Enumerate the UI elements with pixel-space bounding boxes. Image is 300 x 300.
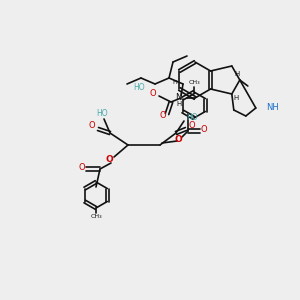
Text: O: O (79, 164, 85, 172)
Text: O: O (89, 122, 95, 130)
Text: O: O (201, 125, 207, 134)
Text: O: O (150, 88, 156, 98)
Text: HO: HO (186, 112, 198, 122)
Text: N: N (176, 92, 182, 101)
Text: O: O (160, 112, 166, 121)
Text: H: H (177, 101, 182, 107)
Text: HO: HO (96, 109, 108, 118)
Text: O: O (189, 122, 195, 130)
Text: NH: NH (266, 103, 279, 112)
Text: H: H (233, 95, 238, 101)
Text: O: O (174, 134, 182, 143)
Text: H: H (172, 80, 177, 86)
Text: O: O (105, 155, 113, 164)
Text: H: H (234, 71, 239, 77)
Text: CH₃: CH₃ (188, 80, 200, 86)
Text: CH₃: CH₃ (90, 214, 102, 220)
Text: HO: HO (134, 83, 145, 92)
